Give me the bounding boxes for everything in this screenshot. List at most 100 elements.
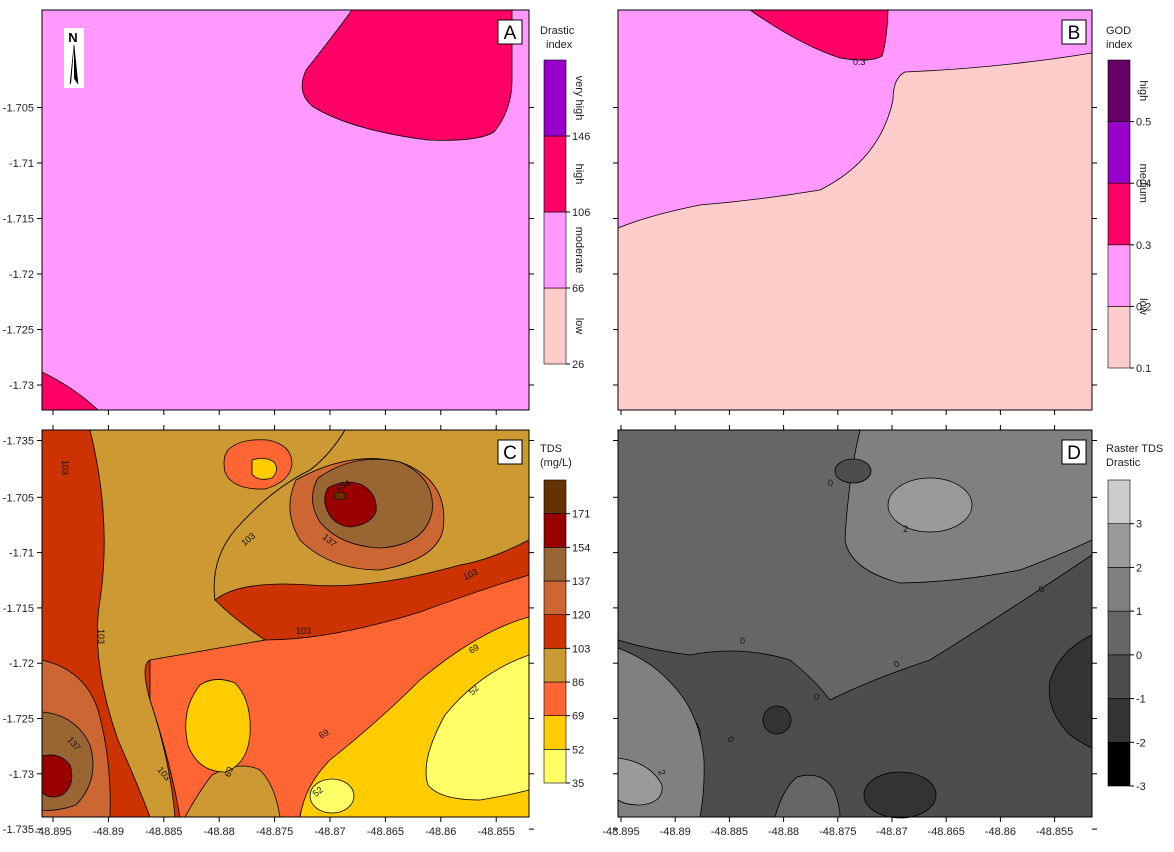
panel-a-colorbar-class-label: moderate	[573, 227, 585, 273]
panel-c-colorbar-segment	[543, 715, 567, 750]
panel-b-frame	[617, 9, 1093, 411]
north-arrow-label: N	[68, 30, 77, 45]
panel-a-y-tick-label: -1.725	[3, 325, 34, 337]
panel-c-colorbar-tick-label: 171	[572, 509, 590, 521]
panel-b-colorbar-tick-label: 0.1	[1136, 363, 1151, 375]
panel-a-letter: A	[504, 23, 517, 44]
panel-c-colorbar-tick-label: 154	[572, 542, 590, 554]
panel-a-letter-box	[497, 19, 523, 45]
panel-d-contour-label: 0	[1037, 584, 1046, 595]
panel-a-y-tick-label: -1.735	[3, 436, 34, 448]
panel-b-colorbar-segment	[1107, 121, 1131, 184]
panel-c-colorbar-tick-label: 35	[572, 778, 584, 790]
panel-b-colorbar: GOD index 0.1 0.2 0.3 0.4 0.5 low medium high	[1106, 25, 1151, 375]
panel-b-colorbar-title-line2: index	[1106, 39, 1133, 51]
panel-c-contour-label: 103	[296, 626, 311, 636]
panel-b-colorbar-title-line1: GOD	[1106, 25, 1131, 37]
panel-c-y-tick-label: -1.705	[3, 492, 34, 504]
panel-b-high-zone	[748, 9, 889, 61]
panel-c-frame	[41, 429, 530, 818]
panel-c-colorbar-segment	[543, 614, 567, 649]
panel-d-colorbar-segment	[1107, 698, 1131, 743]
panel-c-y-tick-label: -1.73	[9, 769, 34, 781]
north-arrow: N	[64, 28, 84, 88]
panel-a-colorbar-segment	[543, 287, 567, 365]
panel-d-colorbar-title-line2: Drastic	[1106, 457, 1141, 469]
panel-d-colorbar-segment	[1107, 654, 1131, 699]
panel-d-band-neg1-spot-a	[834, 458, 872, 484]
panel-d-band-2-left	[617, 757, 663, 806]
panel-c-band-52-lower-right	[425, 654, 530, 801]
panel-d-x-tick-label: -48.895	[602, 826, 639, 838]
panel-d-band-2-upper	[887, 477, 973, 533]
panel-d-colorbar-tick-label: -2	[1136, 737, 1146, 749]
panel-c-band-154-bottom-left	[41, 754, 73, 798]
panel-c-band-69-upper	[251, 458, 277, 480]
panel-c-x-tick-label: -48.86	[425, 826, 456, 838]
panel-d-colorbar-tick-label: 3	[1136, 519, 1142, 531]
panel-d-x-tick-label: -48.88	[768, 826, 799, 838]
panel-c-x-tick-label: -48.855	[478, 826, 515, 838]
panel-d-colorbar-tick-label: -1	[1136, 694, 1146, 706]
panel-a-axes: -1.705 -1.71 -1.715 -1.72 -1.725 -1.73 -1.735	[3, 103, 534, 448]
panel-b-letter: B	[1068, 23, 1081, 44]
panel-d-contour-label: 2	[656, 769, 667, 777]
panel-a-high-zone-top	[301, 9, 513, 141]
panel-d-colorbar-tick-label: -3	[1136, 781, 1146, 793]
panel-a-y-tick-label: -1.72	[9, 269, 34, 281]
panel-a-frame	[41, 9, 530, 411]
panel-c-colorbar-tick-label: 137	[572, 576, 590, 588]
panel-d-colorbar-tick-label: 1	[1136, 606, 1142, 618]
panel-a-colorbar-segment	[543, 59, 567, 137]
panel-c-colorbar-title-line1: TDS	[540, 443, 562, 455]
panel-b-colorbar-segment	[1107, 306, 1131, 369]
panel-c-x-tick-label: -48.865	[367, 826, 404, 838]
panel-a-colorbar-tick-label: 66	[572, 283, 584, 295]
panel-b-colorbar-class-label: medium	[1137, 164, 1149, 203]
panel-c-colorbar-tick-label: 52	[572, 744, 584, 756]
panel-d-frame	[617, 429, 1093, 818]
panel-c-x-tick-label: -48.885	[145, 826, 182, 838]
panel-c-colorbar-segment	[543, 547, 567, 582]
panel-c-contour-label: 103	[96, 629, 106, 644]
panel-d-colorbar-title-line1: Raster TDS	[1106, 443, 1163, 455]
panel-c: 103 103 103 103 103 103 154 137 137 69 6…	[41, 429, 530, 818]
panel-c-contour-label: 69	[467, 642, 481, 656]
panel-d-x-tick-label: -48.875	[819, 826, 856, 838]
panel-d-band-0-bottom-mid	[774, 774, 841, 818]
panel-c-band-69-middle	[185, 679, 251, 773]
panel-c-x-tick-label: -48.895	[34, 826, 71, 838]
panel-c-colorbar-tick-label: 120	[572, 610, 590, 622]
panel-d-colorbar: Raster TDS Drastic -3 -2 -1 0 1 2 3	[1106, 443, 1163, 793]
panel-c-band-171-core	[333, 491, 347, 501]
panel-a-colorbar-class-label: very high	[573, 76, 585, 121]
panel-a-y-tick-label: -1.73	[9, 380, 34, 392]
panel-b-colorbar-tick-label: 0.2	[1136, 301, 1151, 313]
panel-c-y-tick-label: -1.735	[3, 824, 34, 836]
panel-c-x-tick-label: -48.875	[256, 826, 293, 838]
panel-d-contour-label: 0	[814, 692, 819, 702]
panel-c-colorbar-segment	[543, 513, 567, 548]
panel-b-letter-box	[1061, 19, 1087, 45]
panel-d-contour-label: 0	[828, 478, 833, 488]
panel-b-contour-label-0-3: 0.3	[853, 57, 866, 67]
panel-d-x-tick-label: -48.865	[928, 826, 965, 838]
panel-c-colorbar-segment	[543, 749, 567, 784]
panel-b-axes	[613, 107, 1097, 441]
panel-d-x-tick-label: -48.885	[711, 826, 748, 838]
panel-b-colorbar-segment	[1107, 182, 1131, 246]
panel-a-y-tick-label: -1.705	[3, 103, 34, 115]
panel-c-colorbar-tick-label: 86	[572, 677, 584, 689]
panel-d-colorbar-tick-label: 2	[1136, 562, 1142, 574]
panel-c-colorbar-segment	[543, 479, 567, 514]
panel-d-colorbar-segment	[1107, 741, 1131, 787]
panel-c-colorbar-segment	[543, 580, 567, 615]
panel-a-colorbar-title-line1: Drastic	[540, 25, 575, 37]
panel-c-y-tick-label: -1.71	[9, 548, 34, 560]
panel-a-colorbar-class-label: low	[573, 318, 585, 335]
panel-c-y-tick-label: -1.725	[3, 714, 34, 726]
panel-d-x-tick-label: -48.89	[660, 826, 691, 838]
panel-a-colorbar-class-label: high	[573, 164, 585, 185]
panel-c-colorbar-tick-label: 103	[572, 643, 590, 655]
